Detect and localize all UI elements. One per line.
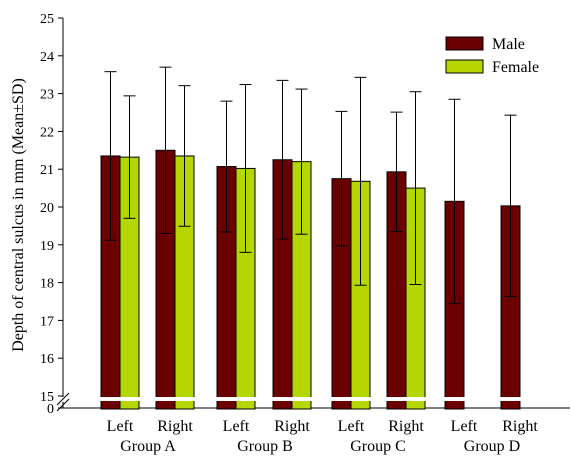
bars [100, 149, 521, 410]
axis-break-mark [56, 392, 70, 406]
group-label: Group A [120, 438, 176, 455]
bar-break-stripe [272, 397, 293, 401]
x-tick-label: Left [451, 418, 478, 435]
bar-break-stripe [174, 397, 195, 401]
x-tick-label: Left [223, 418, 250, 435]
group-label: Group B [237, 438, 293, 455]
axis-break-mark [56, 398, 70, 412]
bar-break-stripe [291, 397, 312, 401]
y-tick-label: 21 [40, 163, 54, 178]
legend-swatch [445, 59, 484, 74]
group-label: Group C [350, 438, 406, 455]
bar-break-stripe [235, 397, 256, 401]
x-tick-label: Left [107, 418, 134, 435]
bar-break-stripe [500, 397, 521, 401]
legend-label: Female [492, 59, 539, 76]
bar-break-stripe [405, 397, 426, 401]
bar-break-stripe [350, 397, 371, 401]
error-bars [104, 66, 517, 304]
bar-break-stripe [119, 397, 140, 401]
y-tick-label: 17 [40, 314, 54, 329]
bar-break-stripe [444, 397, 465, 401]
x-tick-label: Left [338, 418, 365, 435]
y-tick-label: 19 [40, 239, 54, 254]
bar-break-stripe [331, 397, 352, 401]
legend: Male Female [445, 36, 539, 76]
group-label: Group D [464, 438, 520, 455]
y-tick-label: 22 [40, 125, 54, 140]
y-axis-title: Depth of central sulcus in mm (Mean±SD) [10, 78, 27, 352]
x-labels: Left Right Left Right Left Right Left Right Grou… [107, 418, 539, 455]
x-tick-label: Right [388, 418, 424, 435]
y-tick-label: 20 [40, 201, 54, 216]
y-tick-label: 23 [40, 88, 54, 103]
bar-break-stripe [386, 397, 407, 401]
y-tick-label: 18 [40, 277, 54, 292]
x-tick-label: Right [502, 418, 538, 435]
y-tick-label: 16 [40, 352, 54, 367]
x-tick-label: Right [274, 418, 310, 435]
bar-break-stripe [100, 397, 121, 401]
y-tick-label: 25 [40, 12, 54, 27]
legend-label: Male [492, 36, 525, 53]
y-tick-label: 0 [47, 402, 54, 417]
y-tick-label: 15 [40, 390, 54, 405]
y-tick-label: 24 [40, 50, 54, 65]
x-tick-label: Right [157, 418, 193, 435]
y-ticks: 015 16 17 18 19 20 21 22 23 24 25 [40, 12, 63, 417]
bar-break-stripe [216, 397, 237, 401]
bar-break-stripe [155, 397, 176, 401]
legend-swatch [445, 36, 484, 51]
